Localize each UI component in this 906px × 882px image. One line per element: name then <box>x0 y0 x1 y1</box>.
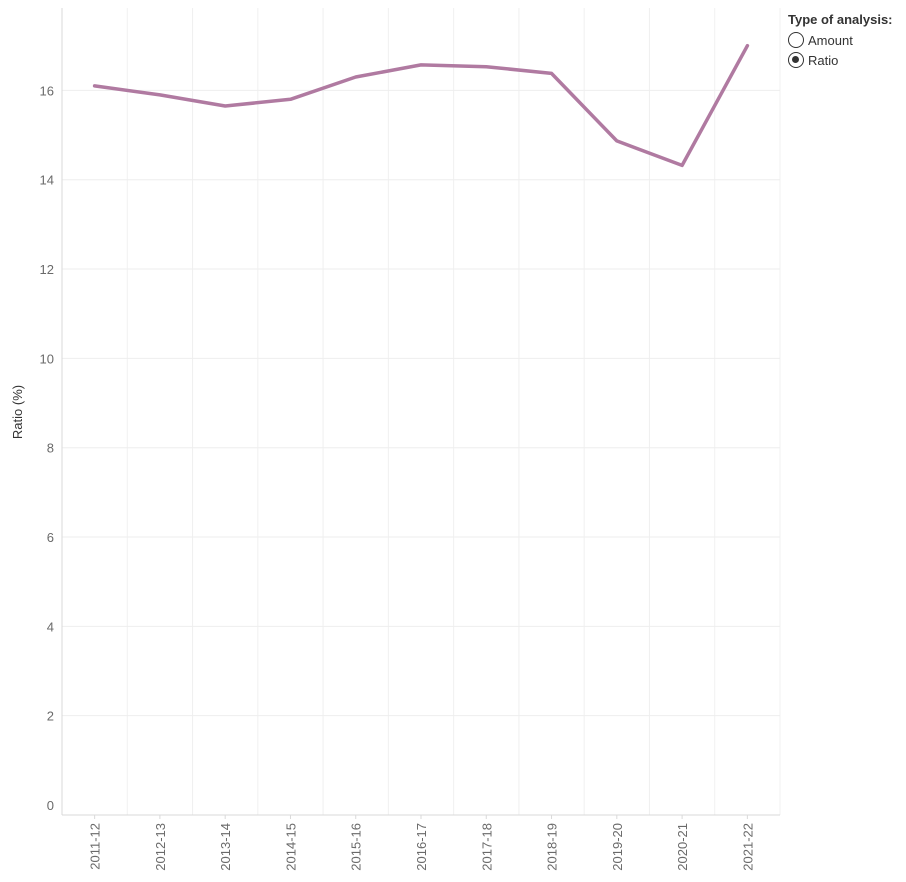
data-point[interactable] <box>284 93 296 105</box>
x-tick-label: 2015-16 <box>349 823 364 871</box>
data-point[interactable] <box>611 135 623 147</box>
x-tick-label: 2017-18 <box>479 823 494 871</box>
y-tick-label: 2 <box>47 709 54 724</box>
data-point[interactable] <box>415 59 427 71</box>
x-tick-label: 2012-13 <box>153 823 168 871</box>
y-tick-label: 0 <box>47 798 54 813</box>
data-point[interactable] <box>219 100 231 112</box>
data-point[interactable] <box>741 40 753 52</box>
gridlines <box>61 8 781 815</box>
x-tick-label: 2011-12 <box>88 823 103 870</box>
data-point[interactable] <box>154 89 166 101</box>
series-line <box>92 43 750 168</box>
series-layer <box>89 40 753 171</box>
data-point[interactable] <box>350 71 362 83</box>
y-tick-label: 16 <box>40 83 54 98</box>
x-tick-label: 2018-19 <box>545 823 560 871</box>
x-tick-label: 2019-20 <box>610 823 625 871</box>
analysis-type-title: Type of analysis: <box>788 12 893 27</box>
radio-ratio[interactable] <box>788 52 804 68</box>
radio-label-amount: Amount <box>808 32 853 48</box>
y-tick-label: 8 <box>47 441 54 456</box>
axes: 0 2 4 6 8 10 12 14 16 2011-12 2012-13 2013-14 2014-1… <box>40 8 780 871</box>
data-point[interactable] <box>546 67 558 79</box>
radio-label-ratio: Ratio <box>808 52 839 68</box>
x-tick-label: 2016-17 <box>414 823 429 871</box>
y-tick-label: 12 <box>40 262 54 277</box>
y-tick-label: 6 <box>47 530 54 545</box>
radio-amount[interactable] <box>788 32 804 48</box>
data-point[interactable] <box>89 80 101 92</box>
x-tick-label: 2020-21 <box>675 823 690 871</box>
x-tick-label: 2014-15 <box>283 823 298 871</box>
y-axis-title: Ratio (%) <box>10 385 25 439</box>
radio-option-amount[interactable]: Amount <box>788 30 893 50</box>
x-tick-label: 2013-14 <box>218 823 233 871</box>
x-tick-label: 2021-22 <box>740 823 755 871</box>
analysis-type-control: Type of analysis: Amount Ratio <box>788 12 893 70</box>
y-tick-label: 4 <box>47 619 54 634</box>
y-tick-label: 10 <box>40 351 54 366</box>
radio-option-ratio[interactable]: Ratio <box>788 50 893 70</box>
data-point[interactable] <box>676 159 688 171</box>
y-tick-label: 14 <box>40 173 54 188</box>
data-point[interactable] <box>480 61 492 73</box>
